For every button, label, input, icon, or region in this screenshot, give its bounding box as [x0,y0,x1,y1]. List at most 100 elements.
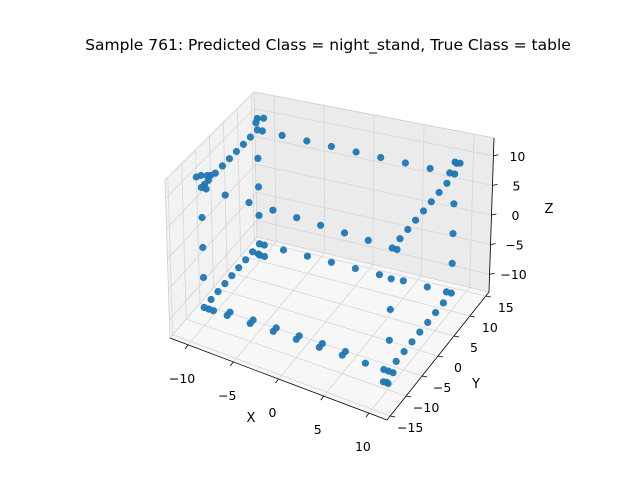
z-tick-label-1: −5 [505,238,523,253]
y-tick-mark-5 [469,315,475,318]
data-point-54 [412,216,420,224]
x-tick-mark-2 [275,378,279,384]
z-tick-label-2: 0 [512,208,520,223]
y-tick-label-5: 10 [482,320,498,335]
data-point-48 [232,147,240,156]
y-tick-label-3: 0 [454,360,462,375]
data-point-78 [385,336,393,344]
x-tick-mark-4 [365,412,370,418]
x-tick-label-1: −5 [218,388,236,403]
y-tick-label-6: 15 [498,300,514,315]
data-point-18 [352,148,360,156]
y-tick-mark-4 [453,335,460,338]
data-point-108 [200,180,209,188]
data-point-47 [235,264,243,272]
z-tick-label-0: −10 [500,267,526,282]
x-tick-label-0: −10 [169,371,195,386]
data-point-36 [254,250,262,258]
data-point-80 [380,365,388,374]
y-tick-label-0: −15 [397,420,423,435]
data-point-16 [377,153,385,162]
y-tick-mark-3 [437,355,444,358]
data-point-91 [269,206,277,214]
axis-panes [164,90,495,421]
data-point-63 [207,295,215,304]
z-tick-mark-3 [492,183,498,186]
y-tick-mark-0 [390,415,396,418]
data-point-75 [388,244,396,252]
z-axis-label: Z [545,202,554,217]
y-tick-mark-6 [485,295,491,298]
data-point-107 [382,378,391,386]
z-tick-label-3: 5 [512,178,520,193]
z-tick-mark-0 [489,272,495,275]
y-tick-label-1: −10 [413,400,439,415]
data-point-45 [424,318,432,326]
y-tick-label-2: −5 [433,380,451,395]
data-point-87 [317,221,325,229]
data-point-32 [255,211,263,219]
data-point-40 [246,133,254,141]
data-point-37 [439,299,447,307]
data-point-83 [364,236,372,244]
x-tick-label-2: 0 [269,405,277,420]
data-point-12 [426,164,434,173]
data-point-14 [401,159,409,167]
data-point-77 [387,275,395,283]
data-point-43 [242,256,250,264]
x-tick-mark-0 [184,344,189,350]
data-point-52 [225,155,233,163]
x-tick-mark-1 [229,361,234,367]
data-point-62 [396,235,404,243]
data-point-55 [221,280,229,288]
data-point-61 [392,357,400,365]
data-point-53 [408,338,416,346]
y-tick-label-4: 5 [470,340,478,355]
data-point-35 [252,119,260,127]
data-point-92 [246,319,254,327]
data-point-103 [198,213,206,222]
data-point-51 [228,272,236,280]
x-tick-label-4: 10 [355,439,371,454]
chart-title: Sample 761: Predicted Class = night_stan… [85,36,571,55]
data-point-9 [442,288,451,296]
data-point-29 [253,126,261,134]
data-point-84 [338,351,346,359]
z-tick-mark-2 [491,213,497,216]
data-point-5 [449,230,457,238]
data-point-1 [260,114,268,122]
data-point-94 [223,311,231,319]
data-point-41 [432,309,440,317]
pane-edge-5 [164,91,255,181]
data-point-58 [404,225,412,234]
data-point-19 [327,258,335,266]
data-point-38 [443,179,451,187]
data-point-93 [245,199,253,207]
data-point-30 [254,183,263,191]
data-point-97 [206,171,215,180]
z-tick-mark-1 [490,243,496,246]
data-point-42 [435,188,443,197]
data-point-57 [400,348,408,356]
data-point-50 [419,207,428,215]
data-point-44 [239,140,247,148]
data-point-86 [315,343,323,351]
data-point-85 [340,229,349,237]
data-point-20 [327,142,335,151]
x-axis-label: X [247,411,256,426]
data-point-21 [303,252,311,260]
data-point-13 [399,277,407,285]
data-point-88 [292,335,300,343]
data-point-100 [200,303,208,312]
y-tick-mark-2 [421,375,428,378]
data-points [192,114,464,387]
data-point-10 [446,169,454,177]
pane-edge-0 [169,236,258,339]
y-axis-label: Y [471,377,480,392]
x-tick-label-3: 5 [314,422,322,437]
data-point-23 [279,246,288,254]
data-point-7 [448,259,456,267]
